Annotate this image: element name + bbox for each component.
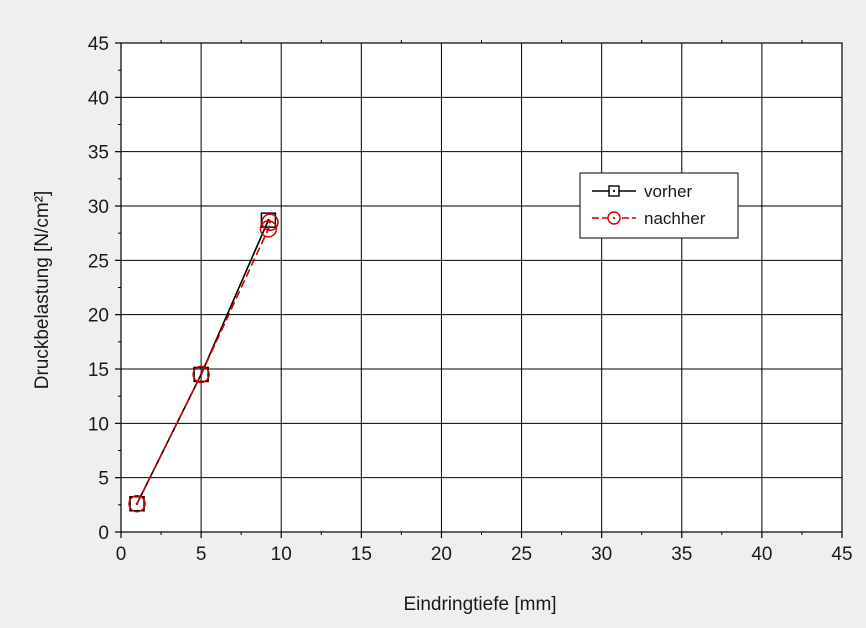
data-point-vorher-0 <box>129 495 145 512</box>
y-tick-label-10: 10 <box>88 414 109 435</box>
axes <box>115 40 843 538</box>
x-tick-label-15: 15 <box>351 544 372 565</box>
x-tick-label-25: 25 <box>511 544 532 565</box>
x-tick-label-45: 45 <box>831 544 852 565</box>
plot-area <box>121 43 842 532</box>
y-tick-label-30: 30 <box>88 197 109 218</box>
x-tick-label-30: 30 <box>591 544 612 565</box>
x-tick-label-5: 5 <box>196 544 207 565</box>
legend-label-vorher: vorher <box>644 182 693 201</box>
y-tick-label-5: 5 <box>98 469 109 490</box>
data-point-nachher-1-dot <box>199 373 203 376</box>
data-point-nachher-0 <box>128 494 146 513</box>
data-point-nachher-0-dot <box>135 502 139 505</box>
data-point-nachher-1 <box>192 365 210 384</box>
x-axis-title: Eindringtiefe [mm] <box>403 594 556 615</box>
x-tick-label-35: 35 <box>671 544 692 565</box>
y-tick-label-0: 0 <box>98 523 109 544</box>
y-tick-label-40: 40 <box>88 88 109 109</box>
y-tick-label-35: 35 <box>88 143 109 164</box>
data-point-nachher-3 <box>261 213 279 232</box>
x-tick-label-0: 0 <box>116 544 127 565</box>
legend-label-nachher: nachher <box>644 209 706 228</box>
grid-lines <box>121 43 842 532</box>
x-tick-label-40: 40 <box>751 544 772 565</box>
x-tick-labels: 0 5 10 15 20 25 30 35 40 45 <box>116 544 853 565</box>
legend-box <box>579 172 739 239</box>
data-series <box>128 212 279 513</box>
legend: vorher nachher <box>579 172 739 239</box>
legend-marker-dot-vorher <box>612 189 616 193</box>
plot-area-background <box>121 43 842 532</box>
y-tick-label-25: 25 <box>88 251 109 272</box>
series-nachher <box>128 213 279 513</box>
y-tick-labels: 0 5 10 15 20 25 30 35 40 45 <box>88 34 109 544</box>
y-axis-title: Druckbelastung [N/cm²] <box>32 191 53 390</box>
x-tick-label-20: 20 <box>431 544 452 565</box>
y-tick-label-20: 20 <box>88 306 109 327</box>
y-tick-label-15: 15 <box>88 360 109 381</box>
data-point-nachher-2 <box>259 220 278 238</box>
x-tick-label-10: 10 <box>271 544 292 565</box>
data-point-vorher-1 <box>193 366 209 383</box>
legend-marker-dot-nachher <box>612 216 616 220</box>
data-point-nachher-3-dot <box>268 221 272 224</box>
y-tick-label-45: 45 <box>88 34 109 55</box>
series-line-nachher <box>136 222 271 505</box>
